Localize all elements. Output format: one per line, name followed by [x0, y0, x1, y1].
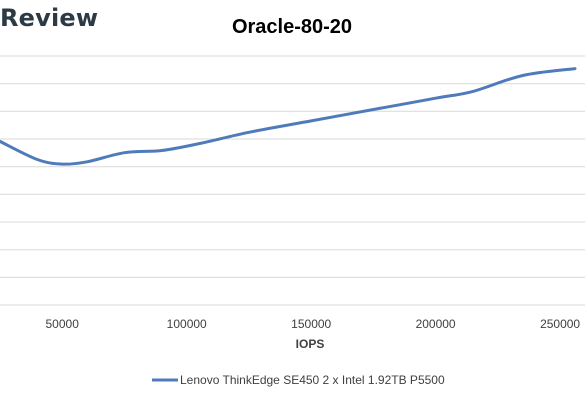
- x-axis-ticks: 50000 100000 150000 200000 250000: [46, 317, 581, 331]
- series-lines: [0, 67, 577, 166]
- x-axis-label: IOPS: [296, 337, 325, 351]
- series-line: [0, 67, 577, 166]
- brand-logo-text: Review: [0, 4, 99, 32]
- gridlines: [0, 55, 585, 306]
- x-tick-label: 100000: [167, 317, 207, 331]
- x-tick-label: 150000: [291, 317, 331, 331]
- x-tick-label: 250000: [540, 317, 580, 331]
- legend-label: Lenovo ThinkEdge SE450 2 x Intel 1.92TB …: [180, 373, 445, 387]
- chart-title: Oracle-80-20: [232, 16, 352, 38]
- x-tick-label: 200000: [416, 317, 456, 331]
- legend: Lenovo ThinkEdge SE450 2 x Intel 1.92TB …: [152, 373, 445, 387]
- x-tick-label: 50000: [46, 317, 80, 331]
